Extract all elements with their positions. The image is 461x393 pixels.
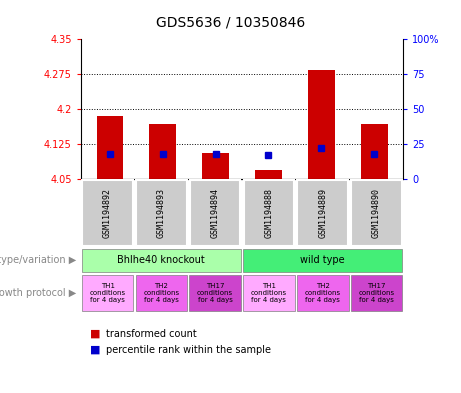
Text: ■: ■: [90, 345, 100, 355]
Text: TH1
conditions
for 4 days: TH1 conditions for 4 days: [251, 283, 287, 303]
Text: GSM1194888: GSM1194888: [265, 188, 273, 238]
Bar: [243, 180, 294, 246]
Bar: [297, 180, 348, 246]
Bar: [149, 124, 176, 179]
Bar: [82, 275, 133, 311]
Text: GSM1194894: GSM1194894: [211, 188, 219, 238]
Bar: [136, 180, 187, 246]
Bar: [82, 180, 133, 246]
Text: TH1
conditions
for 4 days: TH1 conditions for 4 days: [89, 283, 126, 303]
Text: GSM1194893: GSM1194893: [157, 188, 166, 238]
Text: GSM1194892: GSM1194892: [103, 188, 112, 238]
Text: TH2
conditions
for 4 days: TH2 conditions for 4 days: [143, 283, 179, 303]
Text: TH17
conditions
for 4 days: TH17 conditions for 4 days: [358, 283, 395, 303]
Text: Bhlhe40 knockout: Bhlhe40 knockout: [118, 255, 205, 265]
Bar: [136, 275, 187, 311]
Bar: [351, 180, 402, 246]
Text: transformed count: transformed count: [106, 329, 197, 339]
Text: TH2
conditions
for 4 days: TH2 conditions for 4 days: [305, 283, 341, 303]
Bar: [243, 249, 402, 272]
Bar: [351, 275, 402, 311]
Bar: [202, 153, 229, 179]
Bar: [297, 275, 349, 311]
Text: ■: ■: [90, 329, 100, 339]
Text: GSM1194889: GSM1194889: [318, 188, 327, 238]
Bar: [190, 180, 240, 246]
Text: genotype/variation ▶: genotype/variation ▶: [0, 255, 76, 265]
Text: wild type: wild type: [301, 255, 345, 265]
Text: TH17
conditions
for 4 days: TH17 conditions for 4 days: [197, 283, 233, 303]
Bar: [308, 70, 335, 179]
Bar: [189, 275, 241, 311]
Bar: [96, 116, 123, 179]
Text: GSM1194890: GSM1194890: [372, 188, 381, 238]
Bar: [82, 249, 241, 272]
Bar: [255, 171, 282, 179]
Bar: [361, 124, 388, 179]
Text: GDS5636 / 10350846: GDS5636 / 10350846: [156, 16, 305, 30]
Text: growth protocol ▶: growth protocol ▶: [0, 288, 76, 298]
Bar: [243, 275, 295, 311]
Text: percentile rank within the sample: percentile rank within the sample: [106, 345, 271, 355]
